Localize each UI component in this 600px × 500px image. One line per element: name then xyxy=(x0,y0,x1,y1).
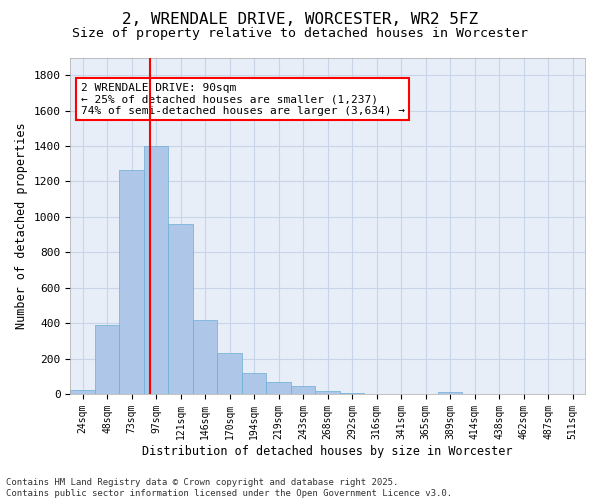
Bar xyxy=(119,170,144,394)
Bar xyxy=(340,393,364,394)
Text: Contains HM Land Registry data © Crown copyright and database right 2025.
Contai: Contains HM Land Registry data © Crown c… xyxy=(6,478,452,498)
Bar xyxy=(242,372,266,394)
Bar xyxy=(144,146,169,394)
Bar xyxy=(193,320,217,394)
Bar xyxy=(217,353,242,394)
Bar xyxy=(291,386,316,394)
Bar xyxy=(438,392,463,394)
Y-axis label: Number of detached properties: Number of detached properties xyxy=(15,122,28,329)
Bar xyxy=(70,390,95,394)
Bar xyxy=(316,392,340,394)
X-axis label: Distribution of detached houses by size in Worcester: Distribution of detached houses by size … xyxy=(142,444,513,458)
Bar xyxy=(169,224,193,394)
Bar xyxy=(95,325,119,394)
Bar xyxy=(266,382,291,394)
Text: Size of property relative to detached houses in Worcester: Size of property relative to detached ho… xyxy=(72,28,528,40)
Text: 2, WRENDALE DRIVE, WORCESTER, WR2 5FZ: 2, WRENDALE DRIVE, WORCESTER, WR2 5FZ xyxy=(122,12,478,28)
Text: 2 WRENDALE DRIVE: 90sqm
← 25% of detached houses are smaller (1,237)
74% of semi: 2 WRENDALE DRIVE: 90sqm ← 25% of detache… xyxy=(80,82,404,116)
